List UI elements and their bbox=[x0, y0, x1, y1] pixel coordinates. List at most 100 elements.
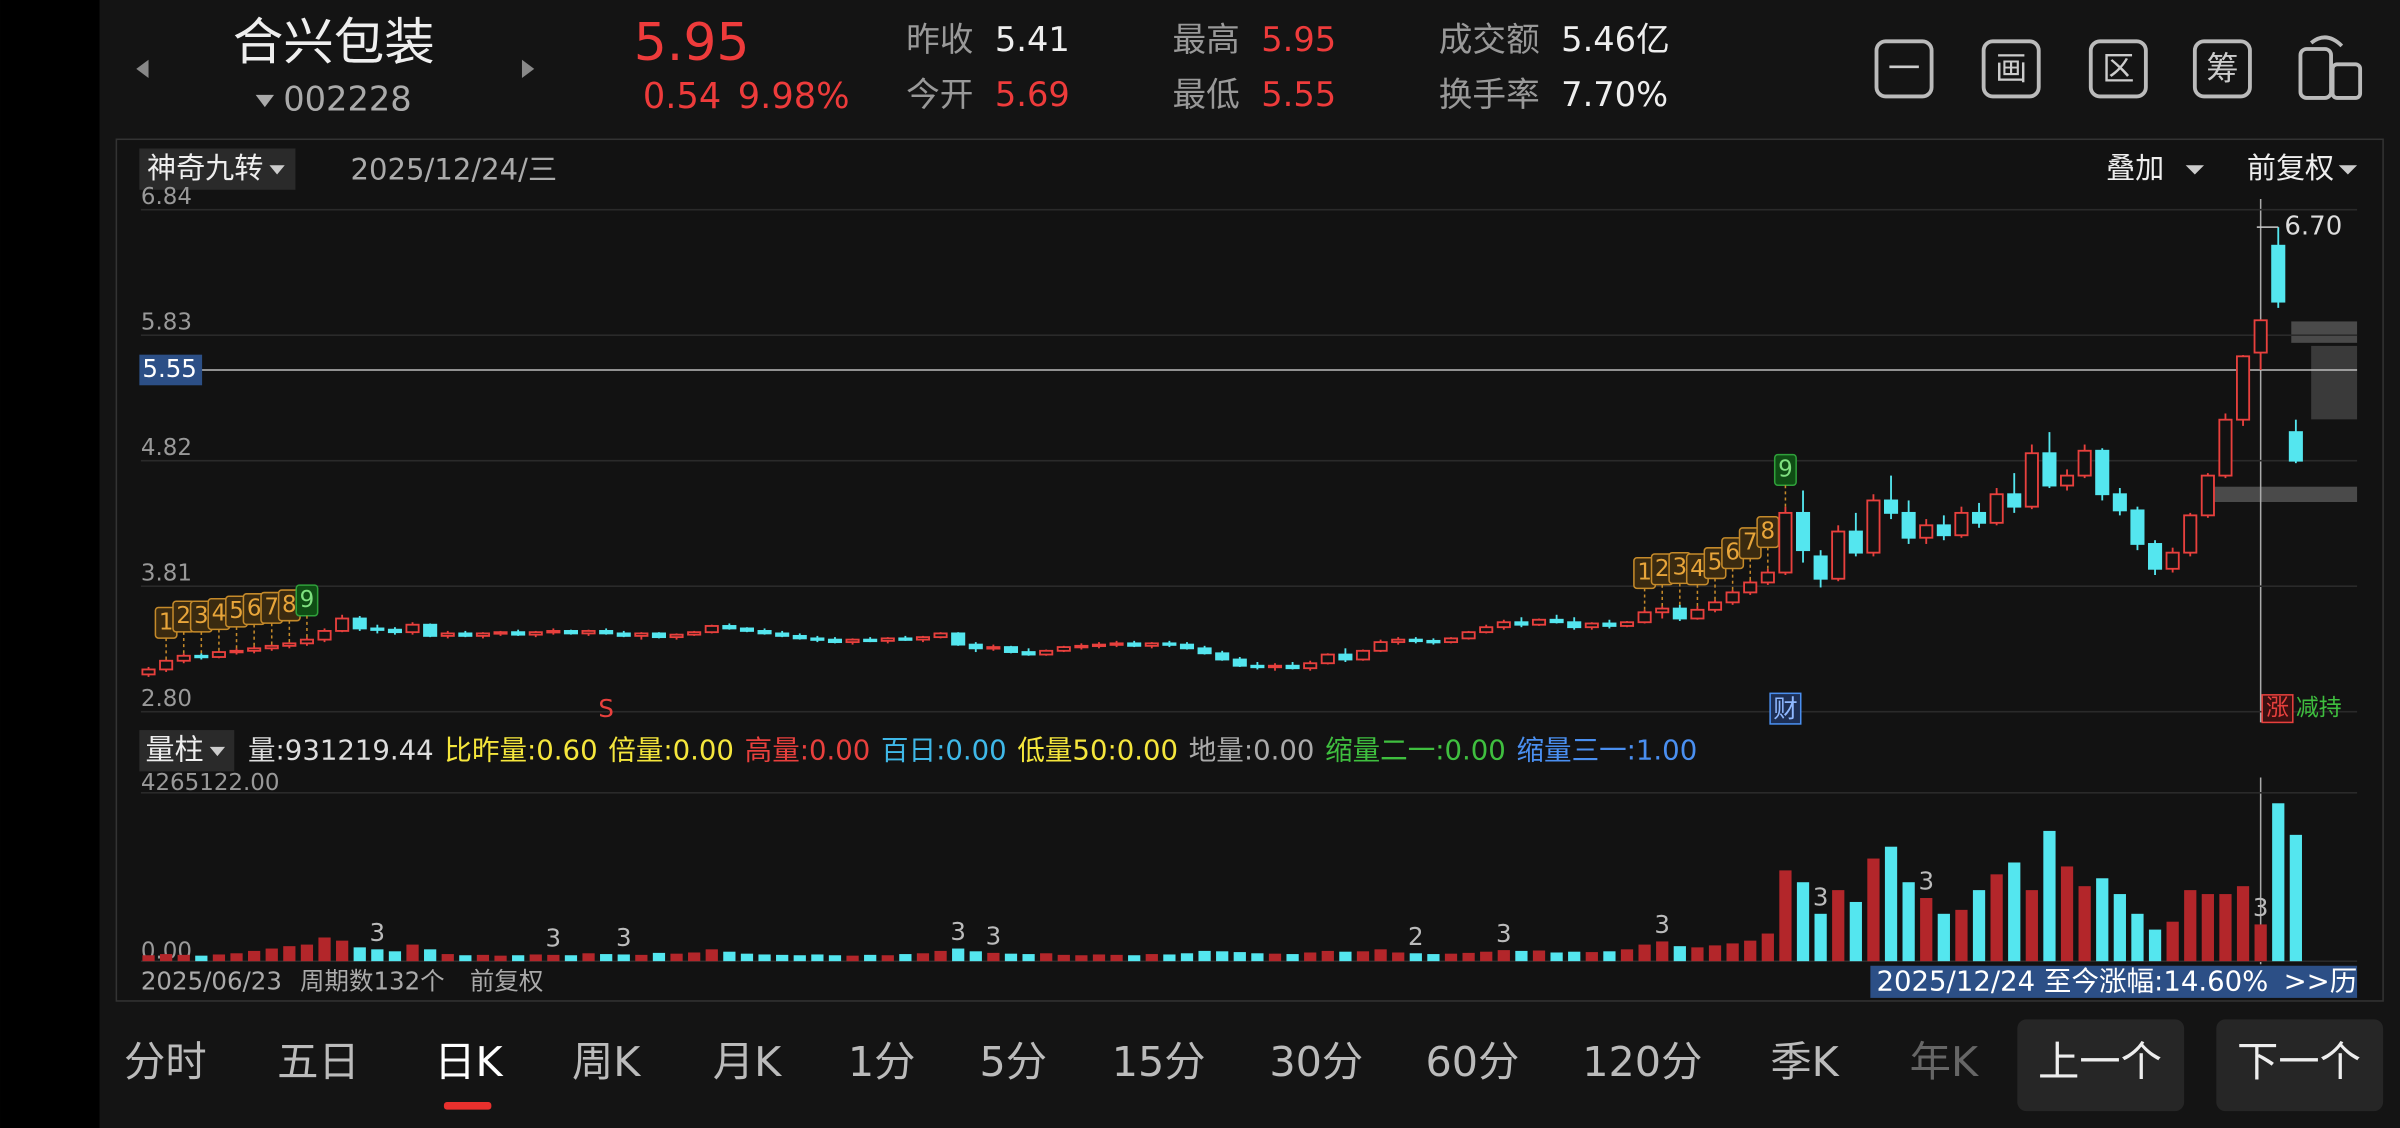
candle-body bbox=[387, 628, 402, 634]
prev-button-bg[interactable] bbox=[2017, 1019, 2185, 1112]
candle-body bbox=[581, 630, 596, 635]
candle-body bbox=[2112, 493, 2127, 512]
candle-body bbox=[669, 633, 684, 639]
event-label: S bbox=[598, 694, 614, 723]
candle-body bbox=[458, 632, 473, 637]
candle-body bbox=[1954, 511, 1969, 537]
candle-body bbox=[2042, 452, 2057, 487]
tab[interactable]: 年K bbox=[1910, 1038, 1979, 1086]
caret bbox=[269, 165, 285, 175]
tab[interactable]: 120分 bbox=[1582, 1038, 1702, 1086]
candle-body bbox=[792, 634, 807, 640]
candle-body bbox=[1725, 591, 1740, 604]
candle-body bbox=[282, 642, 297, 647]
volume-indicator: 百日:0.00 bbox=[881, 734, 1007, 766]
prev-button[interactable]: 上一个 bbox=[2038, 1038, 2162, 1086]
next-button[interactable]: 下一个 bbox=[2237, 1038, 2361, 1086]
tab[interactable]: 分时 bbox=[124, 1038, 207, 1086]
stat-label: 昨收 bbox=[906, 20, 973, 59]
volume-bar bbox=[582, 953, 595, 962]
prev-stock[interactable] bbox=[136, 59, 149, 79]
volume-bar bbox=[2272, 803, 2285, 962]
nine-turn-label: 5 bbox=[229, 598, 244, 624]
nine-turn-label: 2 bbox=[1655, 556, 1670, 582]
candle-body bbox=[827, 638, 843, 644]
next-stock[interactable] bbox=[521, 59, 535, 79]
history-link[interactable]: >>历 bbox=[2284, 966, 2358, 998]
tab[interactable]: 15分 bbox=[1112, 1038, 1206, 1086]
volume-bar bbox=[564, 955, 578, 962]
tab[interactable]: 五日 bbox=[277, 1038, 360, 1086]
candle-body bbox=[687, 631, 702, 636]
candle-body bbox=[1408, 638, 1423, 643]
stat-value: 5.41 bbox=[995, 20, 1070, 59]
candle-body bbox=[1232, 658, 1247, 667]
indicator-box[interactable] bbox=[139, 148, 296, 190]
volume-mark: 3 bbox=[546, 924, 562, 953]
tab[interactable]: 60分 bbox=[1425, 1038, 1519, 1086]
volume-bar bbox=[987, 952, 1000, 962]
tab[interactable]: 5分 bbox=[979, 1038, 1047, 1086]
badge: 涨 bbox=[2266, 695, 2289, 721]
tab[interactable]: 1分 bbox=[848, 1038, 916, 1086]
tab[interactable]: 季K bbox=[1770, 1038, 1839, 1086]
tab[interactable]: 月K bbox=[713, 1038, 782, 1086]
candle-body bbox=[2077, 449, 2092, 477]
candle-body bbox=[1514, 621, 1529, 626]
volume-bar bbox=[1814, 913, 1827, 962]
nine-turn-label: 6 bbox=[247, 596, 262, 622]
volume-mark: 3 bbox=[1654, 910, 1670, 939]
volume-bar bbox=[1920, 898, 1933, 962]
tool-button[interactable] bbox=[2088, 39, 2148, 99]
tool-button[interactable] bbox=[2192, 39, 2252, 99]
volume-bar bbox=[1638, 944, 1651, 962]
candle-body bbox=[1109, 642, 1124, 646]
stat-value: 5.69 bbox=[995, 75, 1070, 114]
candle-body bbox=[405, 623, 420, 634]
candle-body bbox=[528, 631, 543, 636]
adjust[interactable]: 前复权 bbox=[2247, 151, 2334, 185]
volume-mark: 3 bbox=[1496, 919, 1512, 948]
tool-button[interactable] bbox=[1981, 39, 2041, 99]
tab[interactable]: 30分 bbox=[1269, 1038, 1363, 1086]
candle-body bbox=[2218, 418, 2233, 477]
candle-body bbox=[704, 625, 719, 634]
candle-body bbox=[1690, 608, 1705, 620]
phone-shape bbox=[2309, 35, 2344, 48]
candle-body bbox=[1584, 622, 1599, 629]
phone-icon[interactable] bbox=[2298, 35, 2363, 100]
volume-bar bbox=[1022, 954, 1035, 962]
code-caret[interactable] bbox=[255, 94, 275, 108]
caret bbox=[209, 746, 226, 757]
candle-body bbox=[1391, 638, 1406, 644]
caret bbox=[2185, 165, 2205, 175]
tab[interactable]: 日K bbox=[434, 1038, 503, 1086]
next-button-bg[interactable] bbox=[2216, 1019, 2384, 1112]
stat-value: 7.70% bbox=[1561, 75, 1668, 114]
candle-body bbox=[2060, 474, 2075, 487]
stat-label: 成交额 bbox=[1439, 20, 1540, 59]
tool-button[interactable] bbox=[1874, 39, 1934, 99]
volume-bar bbox=[1744, 940, 1757, 962]
volume-bar bbox=[318, 937, 331, 962]
stat-label: 换手率 bbox=[1439, 75, 1540, 114]
overlay[interactable]: 叠加 bbox=[2106, 151, 2164, 185]
volume-bar bbox=[916, 953, 930, 962]
tool-label: 筹 bbox=[2206, 49, 2238, 87]
volume-bar bbox=[1955, 909, 1968, 962]
event-label: 财 bbox=[1773, 694, 1797, 723]
volume-bar bbox=[1620, 949, 1634, 962]
volume-bar bbox=[230, 953, 243, 962]
tab[interactable]: 周K bbox=[572, 1038, 641, 1086]
volume-label: 量柱 bbox=[145, 732, 203, 766]
volume-bar bbox=[1708, 945, 1722, 962]
volume-bar bbox=[424, 949, 437, 962]
candle-body bbox=[1813, 555, 1828, 580]
candle-body bbox=[2253, 319, 2268, 354]
volume-bar bbox=[1004, 953, 1018, 962]
candle-body bbox=[159, 659, 174, 671]
change-pct: 9.98% bbox=[738, 76, 850, 117]
candle-body bbox=[2200, 474, 2215, 517]
overlay-chip bbox=[2291, 321, 2358, 343]
volume-bar bbox=[1462, 952, 1475, 962]
